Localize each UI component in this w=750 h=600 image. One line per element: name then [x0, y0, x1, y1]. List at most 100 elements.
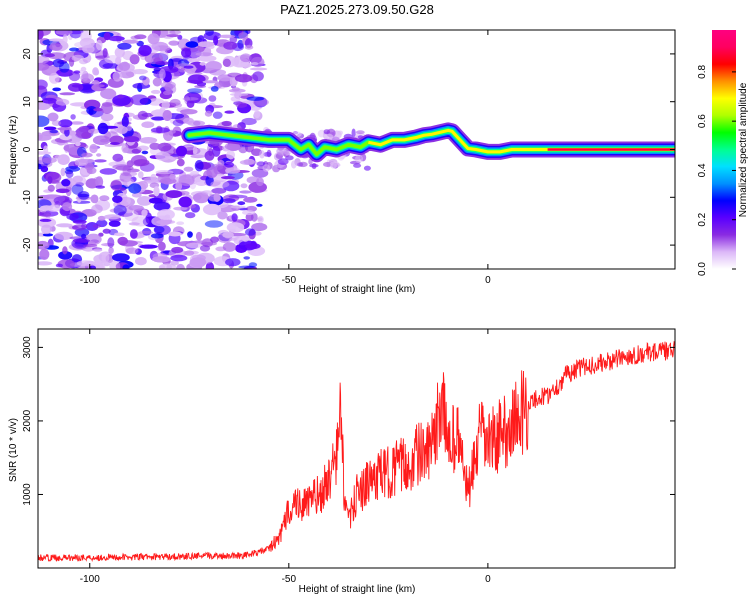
spectrogram-cell: [205, 60, 222, 72]
spectrogram-cell: [65, 166, 81, 172]
spectrogram-cell: [187, 231, 193, 238]
spectrogram-cell: [237, 201, 246, 206]
spectrogram-cell: [161, 100, 170, 110]
spectrogram-cell: [189, 257, 207, 268]
spectrogram-cell: [97, 215, 106, 221]
spectrogram-cell: [242, 210, 256, 216]
spectrogram-cell: [92, 67, 99, 76]
spectrogram-cell: [114, 47, 126, 58]
spectrogram-cell: [276, 147, 288, 156]
spectrogram-cell: [183, 65, 194, 69]
spectrogram-cell: [244, 228, 256, 236]
spectrogram-cell: [70, 121, 84, 125]
spectrogram-cell: [337, 130, 343, 136]
spectrogram-cell: [55, 98, 70, 106]
spectrogram-cell: [187, 57, 201, 63]
spectrogram-cell: [256, 203, 263, 207]
spectrogram-cell: [112, 94, 131, 106]
spectrogram-cell: [180, 109, 198, 115]
spectrogram-cell: [222, 58, 231, 67]
spectrogram-cell: [324, 133, 334, 140]
spectrogram-cell: [217, 211, 228, 220]
spectrogram-cell: [160, 81, 176, 89]
spectrogram-cell: [38, 195, 51, 200]
spectrogram-cell: [52, 58, 65, 68]
spectrogram-cell: [147, 33, 160, 45]
spectrogram-cell: [150, 89, 161, 94]
colorbar-tick-label: 0.0: [697, 262, 708, 276]
spectrogram-cell: [225, 258, 241, 267]
spectrogram-cell: [243, 256, 250, 260]
spectrogram-cell: [90, 194, 99, 204]
y-tick-label: 1000: [22, 483, 33, 506]
y-tick-label: 0: [22, 146, 33, 152]
spectrogram-cell: [88, 128, 100, 134]
spectrogram-cell: [240, 183, 248, 189]
spectrogram-cell: [199, 245, 211, 252]
spectrogram-cell: [100, 103, 113, 114]
spectrogram-cell: [59, 92, 76, 96]
spectrogram-cell: [157, 209, 175, 220]
spectrogram-cell: [185, 63, 197, 74]
spectrogram-cell: [117, 236, 128, 246]
spectrogram-cell: [40, 165, 49, 173]
spectrogram-cell: [99, 168, 118, 175]
spectrogram-cell: [194, 160, 204, 172]
spectrogram-cell: [170, 254, 188, 262]
x-tick-label: 0: [485, 275, 491, 286]
spectrogram-cell: [202, 80, 219, 84]
spectrogram-cell: [47, 176, 53, 185]
spectrogram-cell: [58, 119, 73, 128]
spectrogram-cell: [162, 110, 173, 121]
spectrogram-cell: [168, 40, 180, 46]
colorbar-gradient: [712, 30, 736, 269]
spectrogram-cell: [239, 190, 252, 194]
spectrogram-cell: [55, 30, 73, 36]
spectrogram-cell: [141, 150, 149, 155]
spectrogram-cell: [166, 34, 180, 38]
spectrogram-cell: [224, 110, 235, 114]
spectrogram-cell: [112, 195, 123, 203]
spectrogram-cell: [96, 153, 102, 157]
spectrogram-cell: [80, 30, 92, 42]
spectrogram-cell: [250, 56, 265, 68]
spectrogram-cell: [221, 176, 235, 180]
spectrogram-cell: [183, 166, 194, 172]
spectrogram-cell: [145, 212, 153, 224]
spectrogram-cell: [169, 173, 176, 180]
snr-series-line: [38, 340, 675, 562]
spectrogram-cell: [84, 162, 95, 171]
spectrogram-cell: [158, 241, 166, 251]
spectrogram-cell: [137, 145, 149, 151]
spectrogram-cell: [241, 234, 249, 243]
x-tick-label: -100: [80, 574, 100, 585]
spectrogram-cell: [80, 73, 94, 83]
spectrogram-cells: [38, 30, 675, 269]
spectrogram-cell: [86, 106, 97, 115]
spectrogram-cell: [234, 74, 253, 83]
spectrogram-cell: [125, 247, 139, 254]
spectrogram-cell: [67, 82, 84, 92]
x-tick-label: -50: [282, 574, 297, 585]
spectrogram-cell: [210, 180, 230, 189]
spectrogram-cell: [222, 231, 234, 238]
spectrogram-cell: [224, 161, 235, 168]
colorbar-tick-label: 0.8: [697, 64, 708, 78]
spectrogram-cell: [187, 88, 203, 94]
spectrogram-cell: [249, 67, 268, 71]
spectrogram-cell: [123, 136, 140, 143]
colorbar-label: Normalized spectral amplitude: [738, 82, 749, 217]
spectrogram-cell: [69, 47, 79, 52]
spectrogram-cell: [38, 211, 52, 217]
colorbar-tick-label: 0.2: [697, 212, 708, 226]
spectrogram-cell: [101, 252, 110, 264]
spectrogram-cell: [118, 61, 131, 71]
spectrogram-cell: [38, 261, 53, 266]
spectrogram-cell: [41, 97, 58, 104]
spectrogram-cell: [222, 242, 237, 252]
spectrogram-cell: [76, 260, 96, 267]
spectrogram-x-ticks: -100 -50 0: [80, 30, 491, 286]
spectrogram-cell: [171, 246, 184, 254]
snr-frame: [37, 328, 676, 569]
spectrogram-cell: [184, 250, 195, 256]
